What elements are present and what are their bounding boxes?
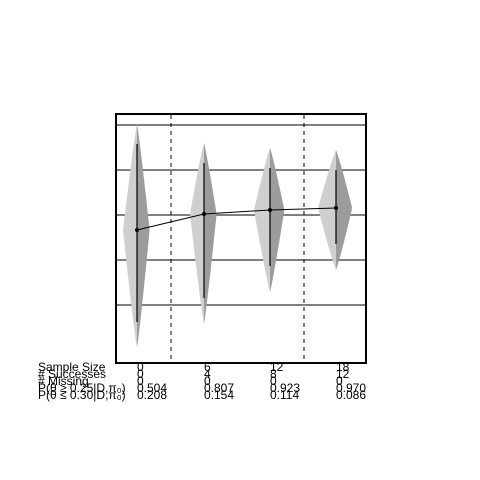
estimate-point-1 xyxy=(135,228,139,232)
table-cell-3-4: 0.086 xyxy=(336,388,366,402)
estimate-point-2 xyxy=(202,212,206,216)
estimate-point-4 xyxy=(334,206,338,210)
table-cell-2-4: 0.114 xyxy=(270,388,299,402)
table-row-label-4: P(θ ≤ 0.30|D,π₀) xyxy=(38,388,126,402)
table-cell-0-4: 0.208 xyxy=(137,388,167,402)
table-cell-1-4: 0.154 xyxy=(204,388,234,402)
estimate-point-3 xyxy=(268,208,272,212)
